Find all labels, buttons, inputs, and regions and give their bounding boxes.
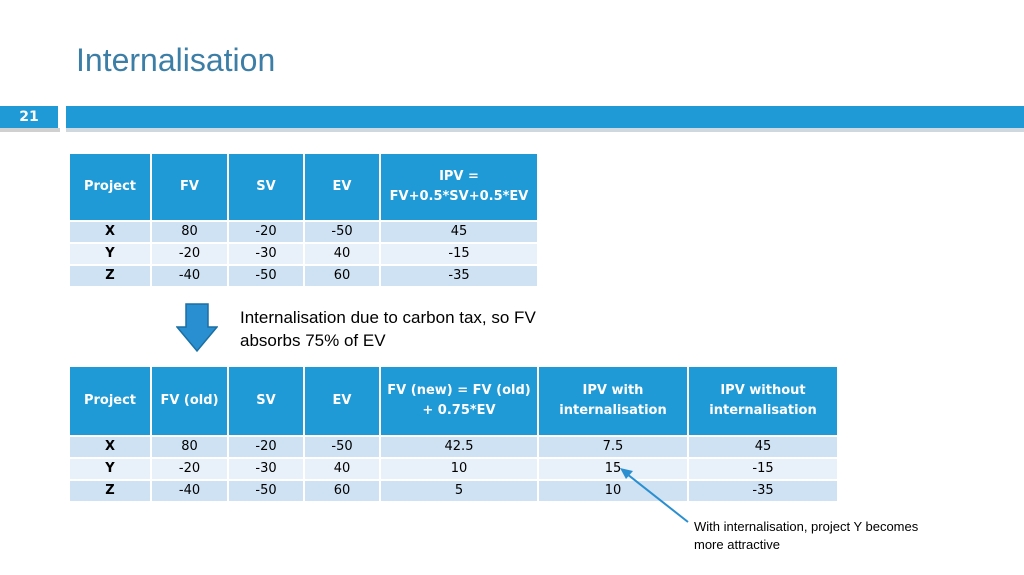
table-header-row: Project FV (old) SV EV FV (new) = FV (ol… [68,365,839,437]
cell-ev: -50 [303,220,381,244]
slide-number: 21 [0,106,58,128]
row-label: X [68,435,152,459]
row-label: Z [68,479,152,503]
cell-sv: -30 [227,457,305,481]
row-label: Z [68,264,152,288]
row-label: X [68,220,152,244]
col-header-fv: FV [150,152,229,222]
col-header-project: Project [68,365,152,437]
callout-text: With internalisation, project Y becomes … [694,519,919,552]
col-header-fv-old: FV (old) [150,365,229,437]
table-header-row: Project FV SV EV IPV = FV+0.5*SV+0.5*EV [68,152,539,222]
cell-ev: 40 [303,242,381,266]
col-header-ev: EV [303,152,381,222]
cell-ipv-with: 15 [537,457,689,481]
cell-sv: -20 [227,435,305,459]
cell-ipv-without: -35 [687,479,839,503]
col-header-sv: SV [227,365,305,437]
table-row: Z -40 -50 60 5 10 -35 [68,479,839,503]
col-header-fv-new: FV (new) = FV (old) + 0.75*EV [379,365,539,437]
header-bar [66,106,1024,128]
internalisation-table: Project FV (old) SV EV FV (new) = FV (ol… [68,365,839,503]
cell-ev: 60 [303,264,381,288]
cell-ipv-with: 7.5 [537,435,689,459]
cell-ipv: -35 [379,264,539,288]
header-bar-shadow [66,128,1024,132]
row-label: Y [68,242,152,266]
cell-ev: 60 [303,479,381,503]
cell-fv-old: 80 [150,435,229,459]
cell-sv: -50 [227,264,305,288]
down-arrow-icon [176,303,218,353]
col-header-ipv: IPV = FV+0.5*SV+0.5*EV [379,152,539,222]
cell-ipv: 45 [379,220,539,244]
cell-sv: -30 [227,242,305,266]
col-header-project: Project [68,152,152,222]
page-title: Internalisation [76,42,276,78]
table-row: X 80 -20 -50 42.5 7.5 45 [68,435,839,459]
table-row: X 80 -20 -50 45 [68,220,539,244]
col-header-ipv-with: IPV with internalisation [537,365,689,437]
cell-fv-old: -20 [150,457,229,481]
cell-fv-new: 5 [379,479,539,503]
slide-number-shadow [0,128,60,132]
cell-sv: -20 [227,220,305,244]
cell-ipv: -15 [379,242,539,266]
cell-ipv-without: -15 [687,457,839,481]
table-row: Y -20 -30 40 -15 [68,242,539,266]
row-label: Y [68,457,152,481]
cell-fv: -40 [150,264,229,288]
cell-ev: -50 [303,435,381,459]
cell-ev: 40 [303,457,381,481]
cell-ipv-with: 10 [537,479,689,503]
table-row: Z -40 -50 60 -35 [68,264,539,288]
internalisation-note: Internalisation due to carbon tax, so FV… [240,308,536,350]
col-header-sv: SV [227,152,305,222]
ipv-table: Project FV SV EV IPV = FV+0.5*SV+0.5*EV … [68,152,539,288]
cell-fv-old: -40 [150,479,229,503]
table-row: Y -20 -30 40 10 15 -15 [68,457,839,481]
col-header-ev: EV [303,365,381,437]
cell-sv: -50 [227,479,305,503]
cell-fv-new: 10 [379,457,539,481]
cell-fv: -20 [150,242,229,266]
cell-fv-new: 42.5 [379,435,539,459]
cell-ipv-without: 45 [687,435,839,459]
col-header-ipv-without: IPV without internalisation [687,365,839,437]
cell-fv: 80 [150,220,229,244]
